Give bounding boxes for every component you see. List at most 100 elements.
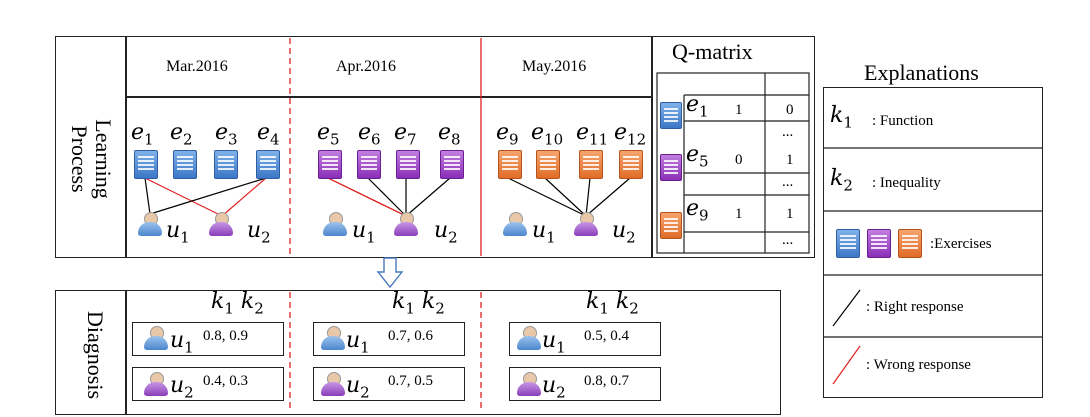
student-u2-icon bbox=[516, 372, 542, 396]
qmatrix-title: Q-matrix bbox=[672, 39, 753, 64]
diagnosis-score-may-u1: 0.5, 0.4 bbox=[584, 328, 629, 344]
exercise-label-e10: e10 bbox=[531, 120, 564, 149]
qmatrix-row-e5: e5 bbox=[686, 142, 709, 171]
student-u1-icon bbox=[320, 326, 346, 350]
exercise-label-e6: e6 bbox=[358, 120, 381, 149]
student-u1-icon bbox=[143, 326, 169, 350]
exercise-doc-icon bbox=[579, 150, 603, 179]
student-u2-icon bbox=[208, 212, 234, 236]
qmatrix-exercise-icon bbox=[660, 212, 682, 239]
qmatrix-exercise-icon bbox=[660, 154, 682, 181]
qmatrix-divider bbox=[651, 36, 653, 258]
diagnosis-k-header: k1 k2 bbox=[586, 289, 639, 318]
explanation-k2-text: : Inequality bbox=[872, 175, 941, 191]
student-u1-icon bbox=[502, 212, 528, 236]
qmatrix-row-e9: e9 bbox=[686, 196, 709, 225]
qmatrix-row-e1: e1 bbox=[686, 92, 709, 121]
student-u2-label: u2 bbox=[434, 218, 458, 247]
student-u1-label: u1 bbox=[166, 218, 190, 247]
student-u1-label: u1 bbox=[352, 218, 376, 247]
student-u2-label: u2 bbox=[170, 373, 194, 402]
student-u1-icon bbox=[516, 326, 542, 350]
explanation-k1-symbol: k1 bbox=[830, 103, 853, 132]
exercise-doc-icon bbox=[440, 150, 464, 179]
exercise-doc-icon bbox=[836, 229, 860, 258]
exercise-label-e3: e3 bbox=[215, 120, 238, 149]
month-header-underline bbox=[125, 96, 652, 98]
diagnosis-score-mar-u2: 0.4, 0.3 bbox=[203, 373, 248, 389]
qmatrix-cell: 1 bbox=[786, 206, 794, 222]
exercise-doc-icon bbox=[867, 229, 891, 258]
exercise-doc-icon bbox=[357, 150, 381, 179]
exercise-doc-icon bbox=[619, 150, 643, 179]
qmatrix-cell: 1 bbox=[786, 152, 794, 168]
qmatrix-exercise-icon bbox=[660, 102, 682, 129]
exercise-doc-icon bbox=[498, 150, 522, 179]
student-u2-icon bbox=[573, 212, 599, 236]
exercise-label-e4: e4 bbox=[257, 120, 280, 149]
student-u1-icon bbox=[137, 212, 163, 236]
exercise-doc-icon bbox=[214, 150, 238, 179]
exercise-doc-icon bbox=[134, 150, 158, 179]
diagnosis-side-divider bbox=[125, 290, 127, 415]
diagnosis-score-apr-u1: 0.7, 0.6 bbox=[388, 328, 433, 344]
diagnosis-k-header: k1 k2 bbox=[392, 289, 445, 318]
student-u2-label: u2 bbox=[542, 373, 566, 402]
qmatrix-cell: 1 bbox=[735, 206, 743, 222]
diagnosis-k-header: k1 k2 bbox=[211, 289, 264, 318]
exercise-label-e8: e8 bbox=[438, 120, 461, 149]
diagnosis-panel bbox=[55, 290, 781, 415]
learning-side-divider bbox=[125, 36, 127, 258]
exercise-label-e7: e7 bbox=[394, 120, 417, 149]
student-u2-icon bbox=[143, 372, 169, 396]
exercise-doc-icon bbox=[396, 150, 420, 179]
student-u1-label: u1 bbox=[346, 328, 370, 357]
diagnosis-score-may-u2: 0.8, 0.7 bbox=[584, 373, 629, 389]
explanation-exercises-text: :Exercises bbox=[930, 236, 992, 252]
exercise-doc-icon bbox=[318, 150, 342, 179]
explanation-right-text: : Right response bbox=[866, 299, 964, 315]
student-u2-label: u2 bbox=[247, 218, 271, 247]
explanation-k1-text: : Function bbox=[872, 113, 934, 129]
explanation-k2-symbol: k2 bbox=[830, 166, 853, 195]
explanations-title: Explanations bbox=[864, 60, 979, 85]
diagnosis-score-mar-u1: 0.8, 0.9 bbox=[203, 328, 248, 344]
exercise-label-e5: e5 bbox=[317, 120, 340, 149]
student-u2-label: u2 bbox=[346, 373, 370, 402]
qmatrix-ellipsis: ... bbox=[782, 124, 794, 140]
exercise-doc-icon bbox=[536, 150, 560, 179]
diagnosis-score-apr-u2: 0.7, 0.5 bbox=[388, 373, 433, 389]
exercise-label-e2: e2 bbox=[170, 120, 193, 149]
exercise-doc-icon bbox=[256, 150, 280, 179]
month-label-mar: Mar.2016 bbox=[166, 58, 228, 75]
learning-process-panel bbox=[55, 36, 815, 258]
explanation-wrong-text: : Wrong response bbox=[866, 357, 971, 373]
exercise-label-e1: e1 bbox=[131, 120, 154, 149]
diagnosis-score-box bbox=[509, 367, 661, 401]
diagnosis-score-box bbox=[313, 322, 465, 356]
diagnosis-score-box bbox=[132, 367, 284, 401]
qmatrix-ellipsis: ... bbox=[782, 232, 794, 248]
explanations-box bbox=[823, 87, 1043, 398]
qmatrix-cell: 0 bbox=[786, 102, 794, 118]
month-label-may: May.2016 bbox=[522, 58, 587, 75]
exercise-doc-icon bbox=[173, 150, 197, 179]
student-u1-label: u1 bbox=[532, 218, 556, 247]
student-u2-icon bbox=[393, 212, 419, 236]
exercise-label-e12: e12 bbox=[614, 120, 647, 149]
student-u1-label: u1 bbox=[542, 328, 566, 357]
student-u1-icon bbox=[322, 212, 348, 236]
student-u2-icon bbox=[320, 372, 346, 396]
exercise-doc-icon bbox=[898, 229, 922, 258]
exercise-label-e11: e11 bbox=[576, 120, 609, 149]
qmatrix-ellipsis: ... bbox=[782, 174, 794, 190]
diagnosis-score-box bbox=[509, 322, 661, 356]
student-u2-label: u2 bbox=[612, 218, 636, 247]
qmatrix-cell: 0 bbox=[735, 152, 743, 168]
diagnosis-score-box bbox=[132, 322, 284, 356]
exercise-label-e9: e9 bbox=[496, 120, 519, 149]
